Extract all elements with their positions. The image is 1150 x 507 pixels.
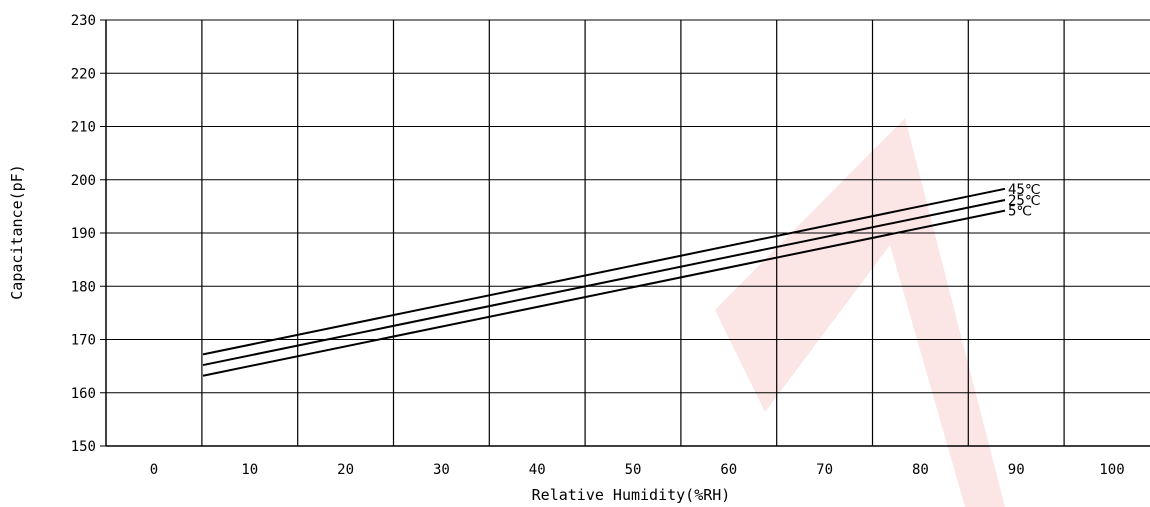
x-tick-label: 90 bbox=[1008, 462, 1025, 478]
y-tick-label: 220 bbox=[71, 66, 96, 82]
x-tick-label: 10 bbox=[241, 462, 258, 478]
x-tick-label: 0 bbox=[150, 462, 158, 478]
x-tick-label: 100 bbox=[1099, 462, 1124, 478]
x-tick-label: 80 bbox=[912, 462, 929, 478]
series-line-0 bbox=[202, 187, 1006, 356]
series-lines bbox=[202, 187, 1006, 377]
series-label-1: 25℃ bbox=[1008, 193, 1041, 209]
y-tick-label: 230 bbox=[71, 13, 96, 29]
x-tick-label: 60 bbox=[720, 462, 737, 478]
series-line-1 bbox=[202, 199, 1006, 367]
y-tick-label: 210 bbox=[71, 120, 96, 136]
y-tick-label: 180 bbox=[71, 279, 96, 295]
y-tick-labels: 150 160 170 180 190 200 210 220 230 bbox=[71, 13, 96, 455]
y-tick-label: 200 bbox=[71, 173, 96, 189]
series-line-2 bbox=[202, 209, 1006, 377]
y-tick-label: 150 bbox=[71, 439, 96, 455]
x-tick-label: 20 bbox=[337, 462, 354, 478]
y-tick-label: 170 bbox=[71, 333, 96, 349]
x-tick-label: 40 bbox=[529, 462, 546, 478]
watermark-logo bbox=[715, 118, 1005, 507]
y-axis-title: Capacitance(pF) bbox=[8, 164, 26, 299]
series-label-2: 5℃ bbox=[1008, 204, 1032, 220]
x-tick-label: 30 bbox=[433, 462, 450, 478]
x-axis-title: Relative Humidity(%RH) bbox=[532, 486, 731, 504]
grid-lines bbox=[100, 19, 1150, 447]
series-label-0: 45℃ bbox=[1008, 182, 1041, 198]
y-tick-label: 190 bbox=[71, 226, 96, 242]
y-tick-label: 160 bbox=[71, 386, 96, 402]
x-tick-label: 70 bbox=[816, 462, 833, 478]
x-tick-labels: 0 10 20 30 40 50 60 70 80 90 100 bbox=[150, 462, 1125, 478]
series-labels: 45℃25℃5℃ bbox=[1008, 182, 1041, 220]
x-tick-label: 50 bbox=[625, 462, 642, 478]
